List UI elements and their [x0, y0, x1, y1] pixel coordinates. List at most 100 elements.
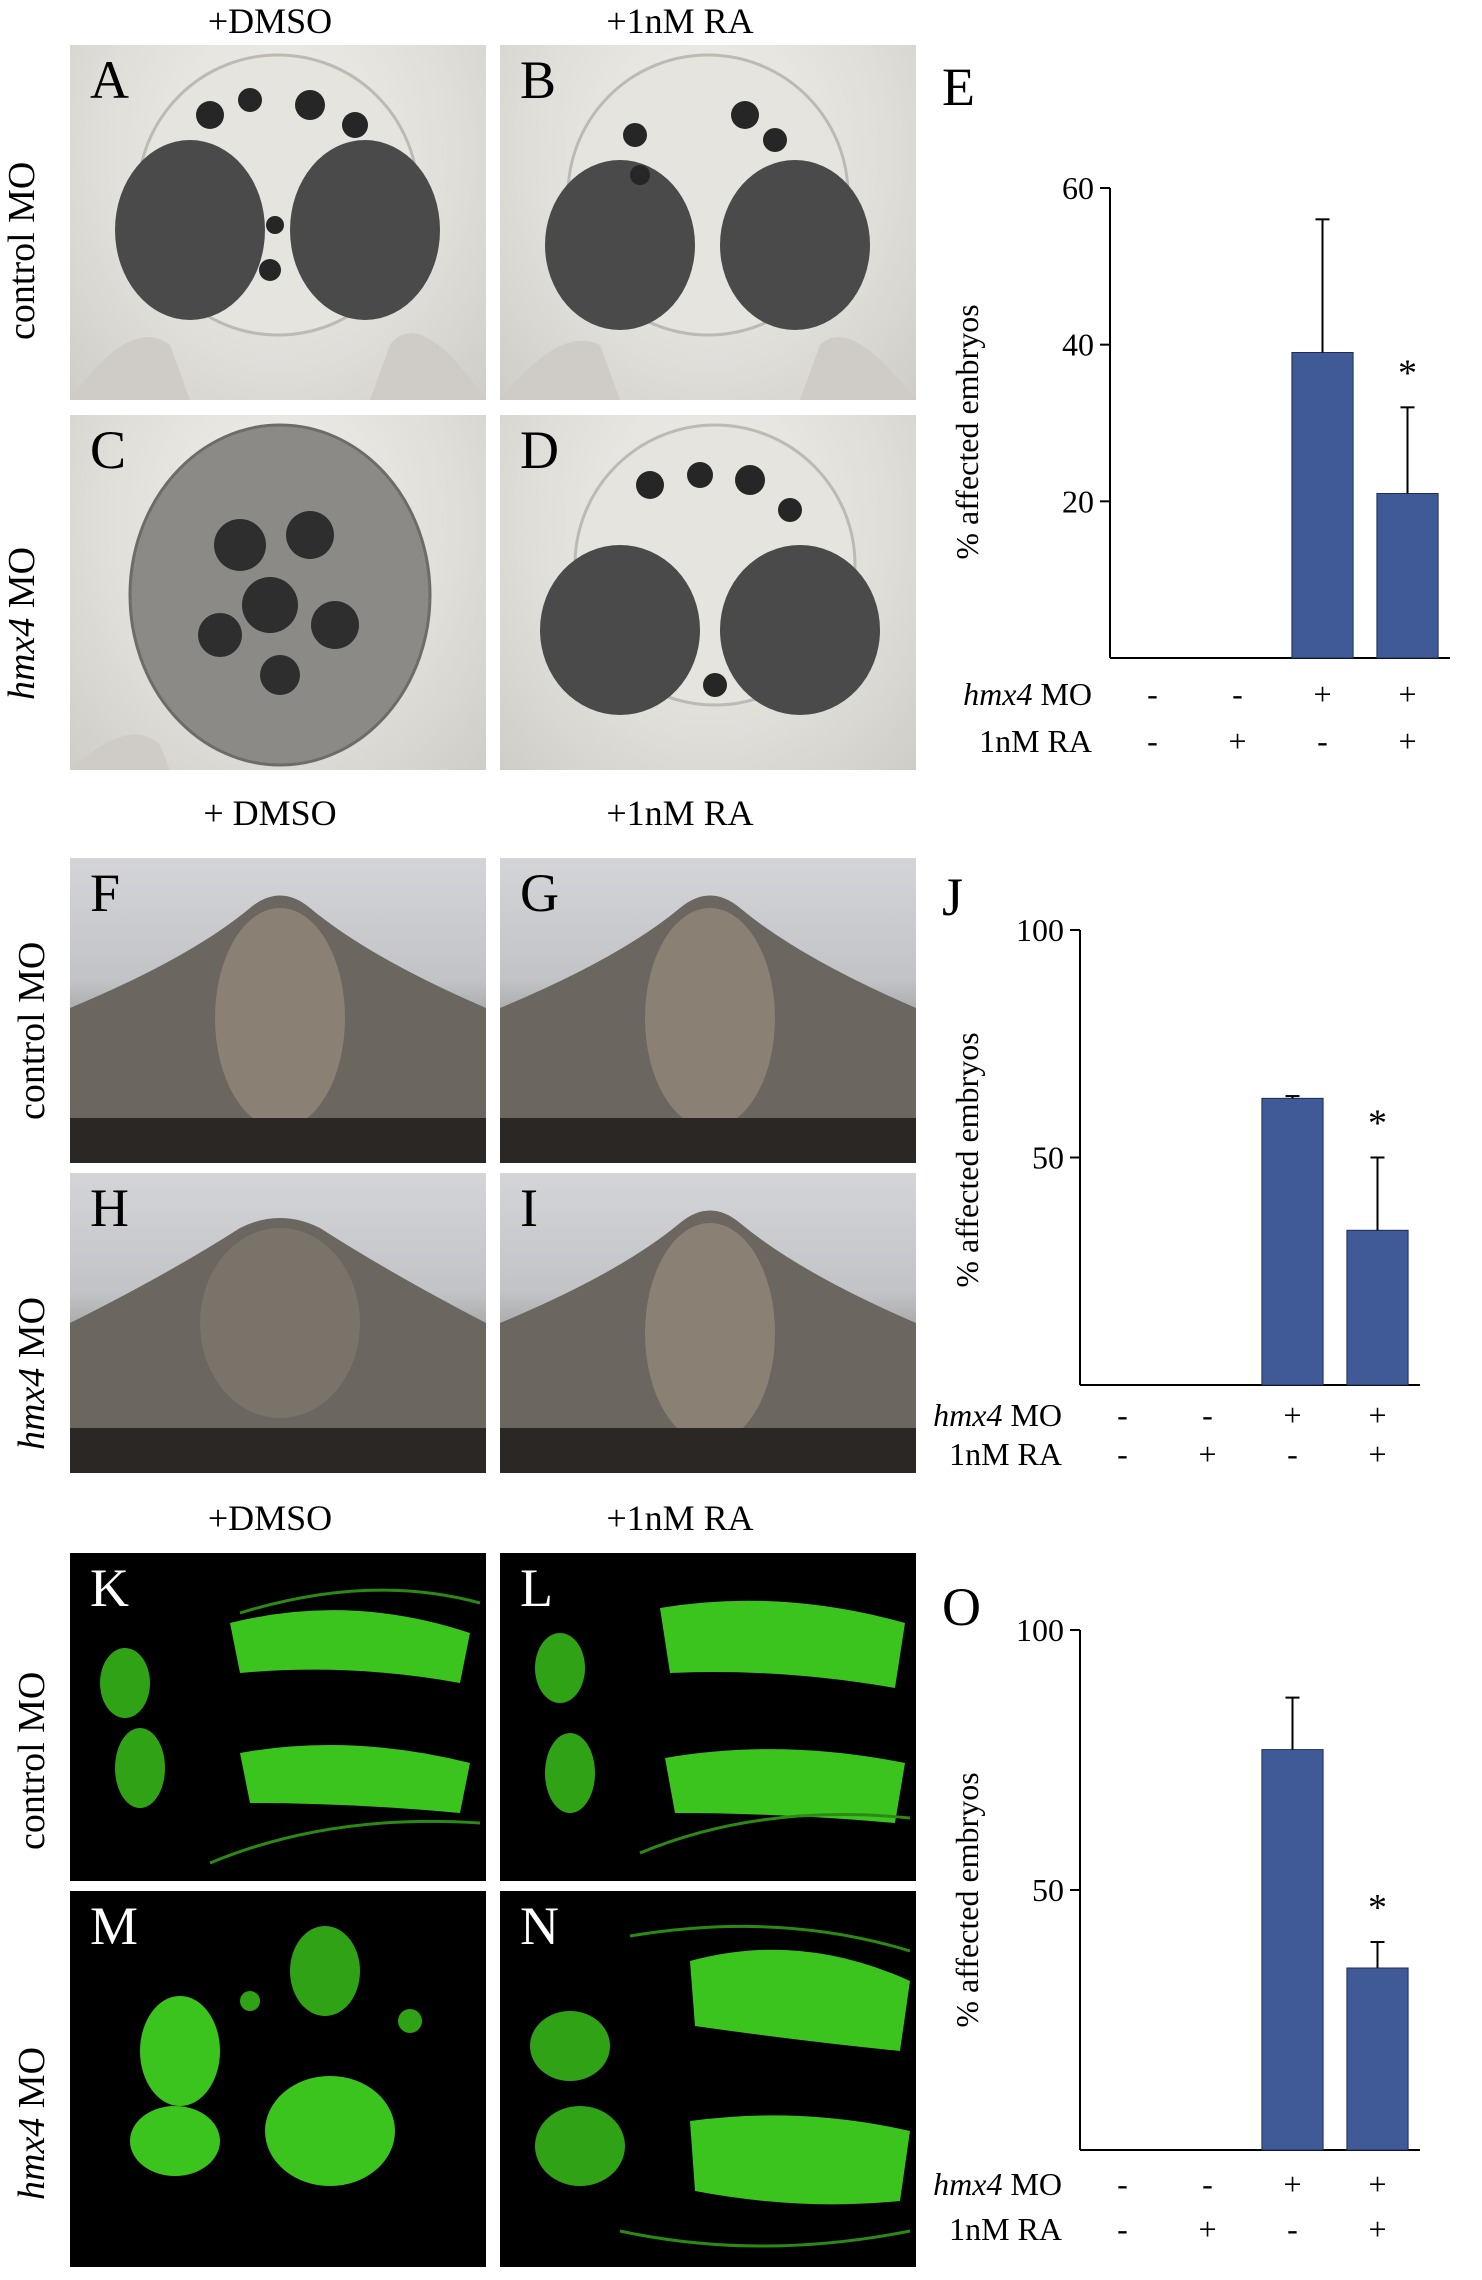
bar-chart-o: 50 100 % affected embryos * hmx4 MO - - + +1nM R… [933, 1612, 1420, 2247]
embryo-brain-illustration [70, 1218, 486, 1473]
col-title-dmso: + DMSO [203, 793, 337, 833]
panel-d-image: D [500, 415, 916, 770]
condition-label: 1nM RA [949, 2211, 1062, 2247]
condition-label: hmx4 MO [963, 676, 1092, 712]
condition-sign: - [1147, 723, 1158, 759]
panel-g-image: G [500, 858, 916, 1163]
panel-label-m: M [90, 1896, 139, 1956]
condition-sign: - [1117, 1436, 1128, 1472]
col-title-dmso: +DMSO [207, 1, 333, 41]
condition-sign: + [1283, 2166, 1301, 2202]
col-title-dmso: +DMSO [207, 1498, 333, 1538]
panel-label-d: D [520, 420, 559, 480]
col-title-ra: +1nM RA [606, 793, 754, 833]
fluorescence-illustration [100, 1588, 481, 1865]
condition-sign: - [1117, 1397, 1128, 1433]
chart-o: O 50 100 % affected embryos * hmx4 MO - - + +1nM… [930, 1560, 1470, 2275]
col-title-ra: +1nM RA [606, 1, 754, 41]
panel-l-image: L [500, 1553, 916, 1881]
condition-sign: + [1313, 676, 1331, 712]
fluorescence-illustration [530, 1924, 911, 2248]
embryo-head-illustration [500, 53, 916, 400]
bar [1261, 1097, 1324, 1386]
y-tick-label: 20 [1062, 483, 1094, 519]
y-axis-label: % affected embryos [949, 1032, 985, 1287]
condition-sign: + [1228, 723, 1246, 759]
panel-label-g: G [520, 863, 559, 923]
significance-marker: * [1368, 1103, 1387, 1145]
panel-label-i: I [520, 1178, 538, 1238]
condition-sign: - [1232, 676, 1243, 712]
fluorescence-illustration [535, 1600, 911, 1855]
condition-sign: + [1198, 1436, 1216, 1472]
embryo-head-illustration [540, 423, 880, 715]
panel-c-image: C [70, 415, 486, 770]
panel-n-image: N [500, 1891, 916, 2267]
panel-f-image: F [70, 858, 486, 1163]
condition-sign: + [1398, 723, 1416, 759]
y-tick-label: 50 [1032, 1140, 1064, 1176]
condition-sign: - [1117, 2166, 1128, 2202]
bar-chart-e: 20 40 60 % affected embryos * hmx4 MO - - + +1nM … [949, 170, 1450, 759]
bar [1376, 493, 1439, 659]
condition-label: hmx4 MO [933, 1397, 1062, 1433]
panel-label-l: L [520, 1558, 553, 1618]
condition-sign: + [1398, 676, 1416, 712]
condition-sign: + [1368, 1397, 1386, 1433]
embryo-brain-illustration [500, 1210, 916, 1473]
condition-sign: - [1287, 1436, 1298, 1472]
condition-sign: - [1202, 1397, 1213, 1433]
y-tick-label: 40 [1062, 327, 1094, 363]
condition-sign: - [1147, 676, 1158, 712]
row-label-control-mo: control MO [11, 941, 53, 1120]
condition-sign: - [1117, 2211, 1128, 2247]
condition-sign: - [1317, 723, 1328, 759]
col-title-ra: +1nM RA [606, 1498, 754, 1538]
significance-marker: * [1368, 1887, 1387, 1929]
panel-m-image: M [70, 1891, 486, 2267]
condition-label: hmx4 MO [933, 2166, 1062, 2202]
condition-sign: + [1198, 2211, 1216, 2247]
row-label-hmx4-mo: hmx4 MO [11, 1296, 53, 1450]
row-label-control-mo: control MO [1, 161, 43, 340]
row-label-control-mo: control MO [11, 1671, 53, 1850]
bar [1346, 1967, 1409, 2151]
chart-j: J 50 100% affected embryos * hmx4 MO - - + +1nM… [930, 850, 1470, 1490]
fluorescence-illustration [130, 1926, 422, 2186]
significance-marker: * [1398, 352, 1417, 394]
chart-e: E 20 40 60 % affected embryos * hmx4 MO - - + +1n… [930, 40, 1470, 780]
bar [1291, 352, 1354, 659]
panel-label-k: K [90, 1558, 129, 1618]
embryo-head-illustration [70, 53, 486, 400]
y-axis-label: % affected embryos [949, 1772, 985, 2027]
embryo-brain-illustration [70, 895, 486, 1163]
condition-sign: + [1368, 2166, 1386, 2202]
panel-label-e: E [942, 57, 975, 117]
panel-k-image: K [70, 1553, 486, 1881]
condition-label: 1nM RA [949, 1436, 1062, 1472]
embryo-brain-illustration [500, 895, 916, 1163]
y-tick-label: 100 [1016, 912, 1064, 948]
panel-b-image: B [500, 45, 916, 400]
panel-label-n: N [520, 1896, 559, 1956]
condition-sign: - [1202, 2166, 1213, 2202]
panel-label-b: B [520, 50, 557, 110]
condition-sign: + [1283, 1397, 1301, 1433]
panel-label-o: O [942, 1577, 981, 1637]
row-label-hmx4-mo: hmx4 MO [11, 2046, 53, 2200]
panel-i-image: I [500, 1173, 916, 1473]
condition-sign: - [1287, 2211, 1298, 2247]
panel-label-f: F [90, 863, 121, 923]
panel-a-image: A [70, 45, 486, 400]
row-label-hmx4-mo: hmx4 MO [1, 546, 43, 700]
y-tick-label: 100 [1016, 1612, 1064, 1648]
bar [1261, 1749, 1324, 2151]
condition-label: 1nM RA [979, 723, 1092, 759]
panel-label-j: J [942, 867, 964, 927]
y-tick-label: 50 [1032, 1872, 1064, 1908]
bar [1346, 1229, 1409, 1386]
embryo-head-illustration [70, 423, 432, 770]
panel-label-a: A [90, 50, 129, 110]
y-axis-label: % affected embryos [949, 304, 985, 559]
